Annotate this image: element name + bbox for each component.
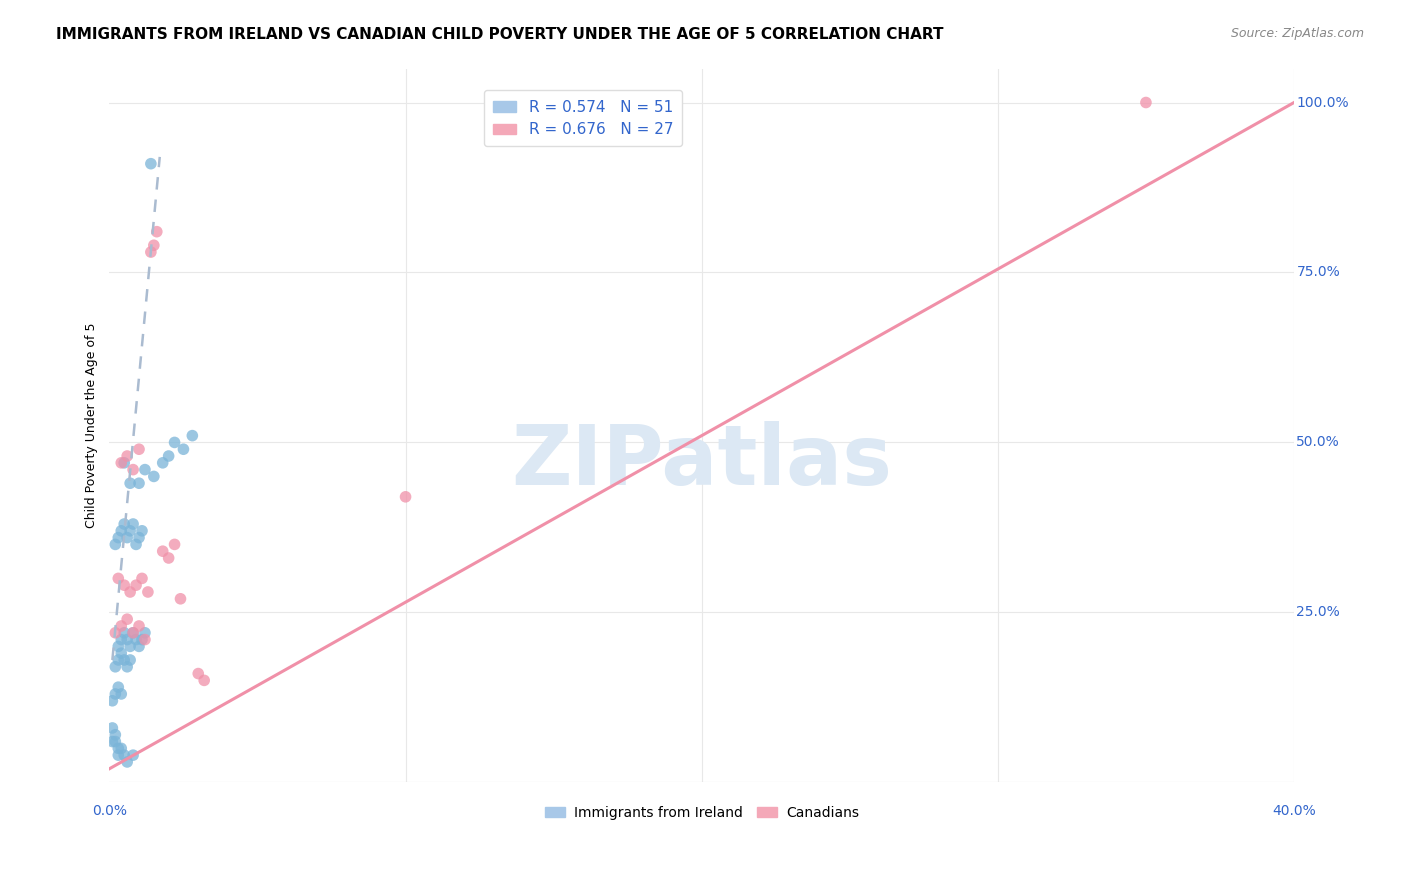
Point <box>128 442 150 457</box>
Point <box>1135 95 1157 110</box>
Point <box>187 666 209 681</box>
Point <box>120 653 142 667</box>
Point <box>142 469 165 483</box>
Point <box>112 516 135 531</box>
Point <box>125 578 148 592</box>
Point <box>120 585 142 599</box>
Point <box>139 157 162 171</box>
Point <box>110 456 132 470</box>
Point <box>120 524 142 538</box>
Text: IMMIGRANTS FROM IRELAND VS CANADIAN CHILD POVERTY UNDER THE AGE OF 5 CORRELATION: IMMIGRANTS FROM IRELAND VS CANADIAN CHIL… <box>56 27 943 42</box>
Point <box>112 578 135 592</box>
Point <box>128 476 150 491</box>
Point <box>125 537 148 551</box>
Point <box>163 537 186 551</box>
Point <box>107 531 129 545</box>
Point <box>131 571 153 585</box>
Point <box>101 721 124 735</box>
Point <box>146 225 169 239</box>
Point <box>107 748 129 763</box>
Point <box>122 748 145 763</box>
Point <box>122 625 145 640</box>
Point <box>107 741 129 756</box>
Point <box>107 571 129 585</box>
Point <box>125 632 148 647</box>
Point <box>107 640 129 654</box>
Point <box>112 625 135 640</box>
Point <box>128 531 150 545</box>
Point <box>110 524 132 538</box>
Point <box>181 428 204 442</box>
Point <box>101 694 124 708</box>
Point <box>101 734 124 748</box>
Point <box>122 462 145 476</box>
Y-axis label: Child Poverty Under the Age of 5: Child Poverty Under the Age of 5 <box>86 323 98 528</box>
Legend: Immigrants from Ireland, Canadians: Immigrants from Ireland, Canadians <box>538 800 865 825</box>
Point <box>104 687 127 701</box>
Point <box>115 755 138 769</box>
Point <box>157 449 180 463</box>
Point <box>172 442 194 457</box>
Point <box>115 449 138 463</box>
Point <box>134 632 156 647</box>
Point <box>152 456 174 470</box>
Point <box>104 537 127 551</box>
Point <box>104 660 127 674</box>
Point <box>110 619 132 633</box>
Point <box>104 625 127 640</box>
Point <box>112 653 135 667</box>
Point <box>115 531 138 545</box>
Point <box>163 435 186 450</box>
Point <box>104 734 127 748</box>
Point <box>122 625 145 640</box>
Point <box>128 640 150 654</box>
Point <box>110 646 132 660</box>
Point <box>115 612 138 626</box>
Point <box>134 462 156 476</box>
Text: 100.0%: 100.0% <box>1296 95 1348 110</box>
Point <box>136 585 159 599</box>
Point <box>110 687 132 701</box>
Point <box>120 476 142 491</box>
Point <box>120 640 142 654</box>
Text: Source: ZipAtlas.com: Source: ZipAtlas.com <box>1230 27 1364 40</box>
Point <box>134 625 156 640</box>
Text: 40.0%: 40.0% <box>1272 804 1316 818</box>
Point <box>193 673 215 688</box>
Point <box>107 653 129 667</box>
Point <box>112 748 135 763</box>
Point <box>131 524 153 538</box>
Point <box>142 238 165 252</box>
Point <box>128 619 150 633</box>
Point <box>394 490 416 504</box>
Point <box>110 632 132 647</box>
Point <box>112 456 135 470</box>
Text: 75.0%: 75.0% <box>1296 266 1340 279</box>
Text: 0.0%: 0.0% <box>91 804 127 818</box>
Point <box>152 544 174 558</box>
Point <box>104 728 127 742</box>
Point <box>131 632 153 647</box>
Point <box>122 516 145 531</box>
Point <box>169 591 191 606</box>
Point <box>115 632 138 647</box>
Text: ZIPatlas: ZIPatlas <box>512 421 893 501</box>
Point <box>157 551 180 566</box>
Point <box>110 741 132 756</box>
Point <box>139 245 162 260</box>
Text: 50.0%: 50.0% <box>1296 435 1340 450</box>
Point <box>107 680 129 694</box>
Point <box>115 660 138 674</box>
Text: 25.0%: 25.0% <box>1296 606 1340 619</box>
